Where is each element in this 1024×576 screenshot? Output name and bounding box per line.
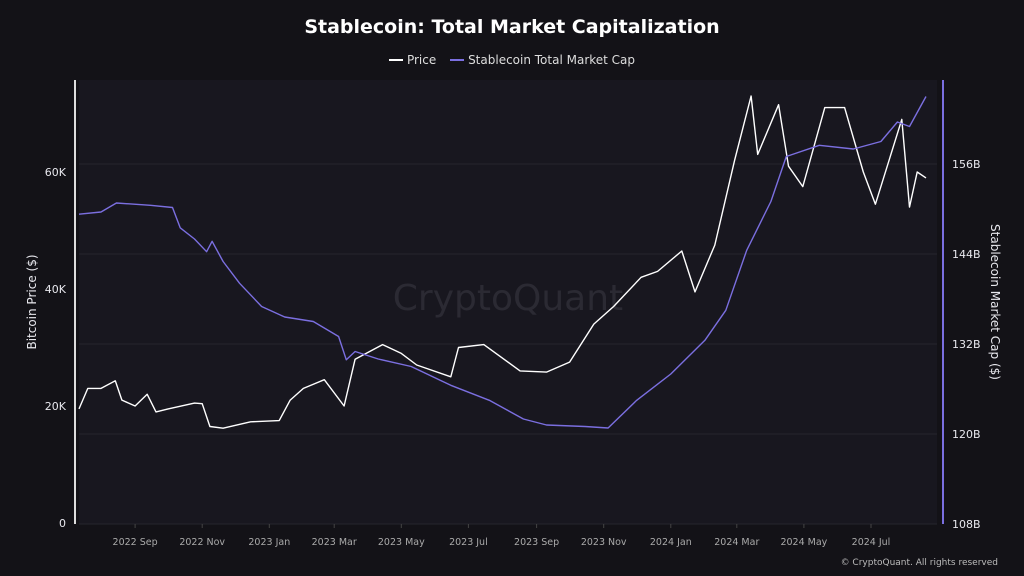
footer-copyright: © CryptoQuant. All rights reserved bbox=[840, 558, 998, 568]
stablecoin-market-cap-line bbox=[78, 96, 927, 429]
x-tick-label: 2023 May bbox=[378, 537, 425, 548]
price-line bbox=[78, 95, 927, 429]
left-tick-label: 60K bbox=[45, 166, 67, 179]
x-tick-label: 2023 Nov bbox=[581, 537, 627, 548]
left-tick-label: 40K bbox=[45, 283, 67, 296]
right-tick-label: 156B bbox=[952, 158, 981, 171]
chart-title: Stablecoin: Total Market Capitalization bbox=[304, 16, 720, 38]
legend-item-price[interactable]: Price bbox=[388, 53, 437, 67]
right-tick-label: 132B bbox=[952, 338, 981, 351]
legend-item-stablecoin[interactable]: Stablecoin Total Market Cap bbox=[450, 53, 635, 67]
x-tick-label: 2024 Jan bbox=[650, 537, 692, 548]
left-axis-label: Bitcoin Price ($) bbox=[25, 254, 39, 349]
x-tick-label: 2022 Nov bbox=[179, 537, 225, 548]
legend-label-price: Price bbox=[406, 53, 437, 67]
x-tick-label: 2023 Jul bbox=[449, 537, 488, 548]
x-tick-label: 2024 Mar bbox=[714, 537, 759, 548]
right-tick-label: 108B bbox=[952, 518, 981, 531]
legend-swatch-stablecoin bbox=[450, 59, 465, 61]
x-tick-label: 2024 Jul bbox=[852, 537, 891, 548]
x-tick-label: 2023 Mar bbox=[312, 537, 357, 548]
legend-label-stablecoin: Stablecoin Total Market Cap bbox=[468, 53, 636, 67]
x-tick-label: 2022 Sep bbox=[113, 537, 158, 548]
left-tick-label: 0 bbox=[59, 517, 66, 530]
left-tick-label: 20K bbox=[45, 400, 67, 413]
right-tick-label: 120B bbox=[952, 428, 981, 441]
watermark: CryptoQuant bbox=[393, 278, 623, 319]
legend-swatch-price bbox=[388, 59, 403, 61]
legend: Price Stablecoin Total Market Cap bbox=[0, 50, 1024, 67]
x-tick-label: 2023 Jan bbox=[248, 537, 290, 548]
right-axis-label: Stablecoin Market Cap ($) bbox=[988, 224, 1002, 380]
right-tick-label: 144B bbox=[952, 248, 981, 261]
x-tick-label: 2024 May bbox=[780, 537, 827, 548]
x-tick-label: 2023 Sep bbox=[514, 537, 559, 548]
